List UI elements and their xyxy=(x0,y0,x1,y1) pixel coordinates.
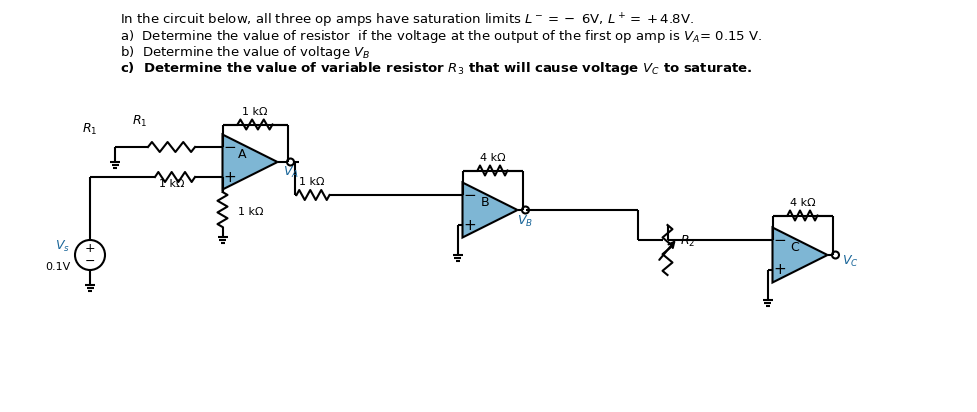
Polygon shape xyxy=(223,134,277,190)
Text: $V_s$: $V_s$ xyxy=(55,239,70,254)
Text: 1 kΩ: 1 kΩ xyxy=(237,207,263,217)
Text: A: A xyxy=(237,147,246,161)
Text: +: + xyxy=(463,218,476,232)
Text: −: − xyxy=(773,232,786,248)
Text: −: − xyxy=(463,187,476,203)
Text: C: C xyxy=(790,241,799,253)
Text: B: B xyxy=(481,196,489,208)
Text: $R_1$: $R_1$ xyxy=(132,114,148,129)
Text: 4 kΩ: 4 kΩ xyxy=(789,197,816,208)
Text: −: − xyxy=(85,255,95,268)
Text: 1 kΩ: 1 kΩ xyxy=(242,106,268,117)
Text: b)  Determine the value of voltage $V_B$: b) Determine the value of voltage $V_B$ xyxy=(120,44,370,61)
Text: $V_B$: $V_B$ xyxy=(518,214,533,229)
Text: In the circuit below, all three op amps have saturation limits $L^-= -$ 6V, $L^+: In the circuit below, all three op amps … xyxy=(120,12,695,30)
Text: +: + xyxy=(85,242,96,255)
Polygon shape xyxy=(462,183,518,237)
Text: 1 kΩ: 1 kΩ xyxy=(159,179,185,189)
Text: −: − xyxy=(223,140,235,154)
Text: $R_1$: $R_1$ xyxy=(82,122,98,137)
Polygon shape xyxy=(773,227,828,283)
Text: $R_2$: $R_2$ xyxy=(679,234,695,249)
Text: a)  Determine the value of resistor  if the voltage at the output of the first o: a) Determine the value of resistor if th… xyxy=(120,28,762,45)
Text: +: + xyxy=(223,169,235,185)
Text: 0.1V: 0.1V xyxy=(45,262,70,272)
Text: $V_C$: $V_C$ xyxy=(842,254,859,269)
Text: c)  Determine the value of variable resistor $R_3$ that will cause voltage $V_C$: c) Determine the value of variable resis… xyxy=(120,60,752,77)
Text: 1 kΩ: 1 kΩ xyxy=(299,177,324,187)
Text: +: + xyxy=(773,262,786,278)
Text: $V_A$: $V_A$ xyxy=(282,165,298,180)
Text: 4 kΩ: 4 kΩ xyxy=(480,152,505,162)
